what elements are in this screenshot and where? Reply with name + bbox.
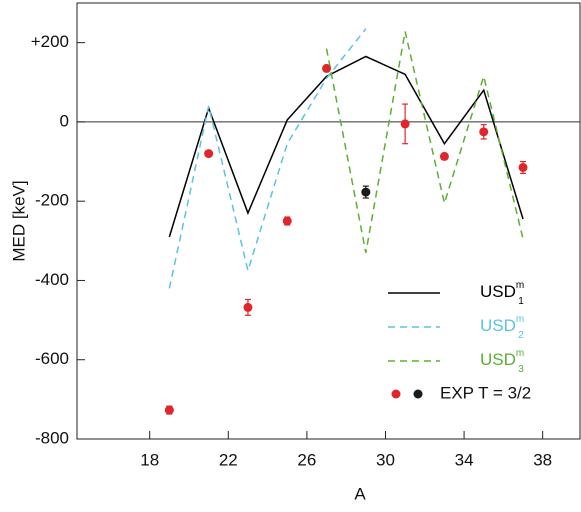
data-point — [322, 63, 332, 73]
legend-marker — [391, 389, 401, 399]
legend-superscript: m — [516, 348, 524, 359]
legend-subscript: 3 — [518, 364, 524, 375]
legend-subscript: 2 — [518, 330, 524, 341]
x-axis-label: A — [354, 484, 366, 503]
y-tick-label: -600 — [35, 349, 69, 368]
y-tick-label: -200 — [35, 191, 69, 210]
y-tick-label: -400 — [35, 270, 69, 289]
data-point — [164, 405, 174, 415]
legend-subscript: 1 — [518, 296, 524, 307]
data-point — [439, 151, 449, 161]
series-line — [325, 31, 524, 253]
legend-superscript: m — [516, 314, 524, 325]
data-point — [204, 149, 214, 159]
plot-frame — [76, 2, 581, 440]
legend-label: USDm 2 — [480, 314, 524, 341]
legend-name: USD — [480, 316, 516, 335]
data-point — [243, 302, 253, 312]
data-point — [282, 216, 292, 226]
x-tick-label: 22 — [219, 450, 238, 469]
legend-superscript: m — [516, 280, 524, 291]
series-line — [168, 28, 367, 289]
legend-marker — [413, 389, 423, 399]
legend-label: USDm 1 — [480, 280, 524, 307]
legend-name: USD — [480, 350, 516, 369]
y-axis-label: MED [keV] — [9, 180, 28, 261]
data-point — [479, 127, 489, 137]
x-tick-label: 18 — [140, 450, 159, 469]
x-tick-label: 34 — [455, 450, 474, 469]
legend-name: USD — [480, 282, 516, 301]
y-tick-label: +200 — [31, 32, 69, 51]
x-tick-label: 30 — [376, 450, 395, 469]
series-line — [168, 55, 524, 238]
x-tick-label: 38 — [533, 450, 552, 469]
legend-label: USDm 3 — [480, 348, 524, 375]
data-point — [400, 119, 410, 129]
legend-label: EXP T = 3/2 — [440, 383, 531, 402]
x-tick-label: 26 — [297, 450, 316, 469]
y-tick-label: 0 — [60, 111, 69, 130]
data-point — [361, 187, 371, 197]
data-point — [518, 162, 528, 172]
y-tick-label: -800 — [35, 428, 69, 447]
